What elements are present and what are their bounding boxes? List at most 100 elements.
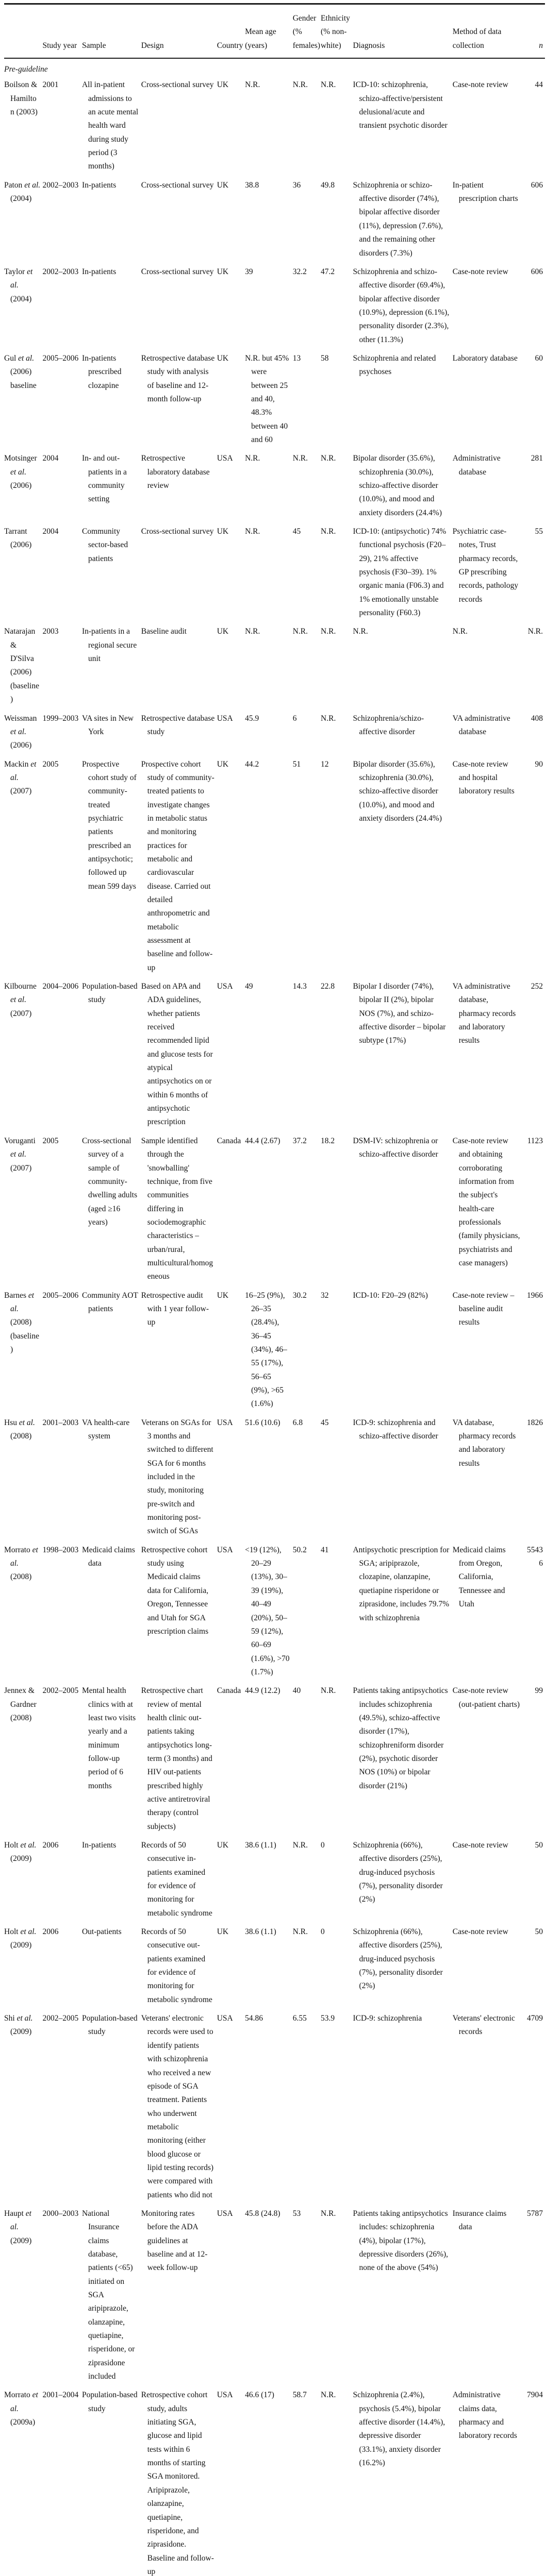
column-header-ethnicity: Ethnicity (% non-white) xyxy=(321,4,353,59)
cell-n: 1826 xyxy=(527,1418,543,1427)
cell-diagnosis: Schizophrenia and related psychoses xyxy=(353,353,436,377)
cell-method: Case-note review xyxy=(452,1927,508,1937)
cell-author: Morrato et al. (2008) xyxy=(4,1545,38,1582)
cell-diagnosis: Antipsychotic prescription for SGA; arip… xyxy=(353,1545,450,1622)
cell-gender: 14.3 xyxy=(292,982,307,991)
cell-design: Prospective cohort study of community-tr… xyxy=(141,759,214,972)
table-row: Paton et al. (2004) 2002–2003 In-patients C… xyxy=(4,178,545,264)
cell-sample: Mental health clinics with at least two … xyxy=(81,1686,136,1790)
cell-author: Holt et al. (2009) xyxy=(4,1927,37,1950)
cell-ethnicity: N.R. xyxy=(321,714,336,723)
cell-n: 55 xyxy=(535,527,543,536)
cell-age: 54.86 xyxy=(245,2014,263,2023)
cell-country: Canada xyxy=(217,1686,241,1696)
cell-method: VA database, pharmacy records and labora… xyxy=(452,1418,516,1468)
cell-design: Retrospective cohort study, adults initi… xyxy=(141,2391,214,2576)
cell-author: Weissman et al. (2006) xyxy=(4,714,37,750)
cell-sample: In- and out-patients in a community sett… xyxy=(81,454,127,504)
table-row: Hsu et al. (2008) 2001–2003 VA health-care… xyxy=(4,1415,545,1543)
table-row: Motsinger et al. (2006) 2004 In- and out-p… xyxy=(4,451,545,524)
table-row: Morrato et al. (2008) 1998–2003 Medicaid c… xyxy=(4,1543,545,1683)
cell-design: Cross-sectional survey xyxy=(141,527,214,536)
cell-country: USA xyxy=(217,714,233,723)
cell-sample: In-patients xyxy=(81,180,117,190)
cell-country: USA xyxy=(217,2209,233,2218)
cell-design: Cross-sectional survey xyxy=(141,80,214,90)
cell-n: 50 xyxy=(535,1841,543,1850)
cell-sample: National Insurance claims database, pati… xyxy=(81,2209,135,2381)
cell-sample: In-patients xyxy=(81,267,117,276)
cell-country: UK xyxy=(217,267,229,276)
cell-method: VA administrative database xyxy=(452,714,510,736)
cell-diagnosis: Bipolar disorder (35.6%), schizophrenia … xyxy=(353,454,442,517)
cell-year: 2005–2006 xyxy=(42,353,79,363)
cell-country: UK xyxy=(217,180,229,190)
cell-year: 2004 xyxy=(42,527,59,536)
cell-diagnosis: Bipolar I disorder (74%), bipolar II (2%… xyxy=(353,982,446,1045)
cell-design: Veterans on SGAs for 3 months and switch… xyxy=(141,1418,213,1536)
cell-age: 16–25 (9%), 26–35 (28.4%), 36–45 (34%), … xyxy=(245,1291,287,1409)
cell-sample: Community AOT patients xyxy=(81,1291,138,1313)
cell-author: Gul et al. (2006) baseline xyxy=(4,353,37,390)
cell-n: 408 xyxy=(531,714,543,723)
cell-sample: All in-patient admissions to an acute me… xyxy=(81,80,139,171)
cell-year: 2002–2003 xyxy=(42,267,79,276)
cell-gender: 37.2 xyxy=(292,1136,307,1145)
cell-n: 252 xyxy=(531,982,543,991)
cell-method: N.R. xyxy=(452,627,468,636)
cell-sample: In-patients in a regional secure unit xyxy=(81,627,137,664)
cell-n: 60 xyxy=(535,353,543,363)
cell-method: Case-note review and hospital laboratory… xyxy=(452,759,515,796)
cell-gender: N.R. xyxy=(292,627,308,636)
column-header-country: Country xyxy=(217,4,245,59)
study-characteristics-table: Study year Sample Design Country Mean age (y… xyxy=(4,3,545,2576)
cell-sample: In-patients prescribed clozapine xyxy=(81,353,122,390)
cell-author: Holt et al. (2009) xyxy=(4,1841,37,1863)
cell-year: 2000–2003 xyxy=(42,2209,79,2218)
cell-year: 2002–2005 xyxy=(42,2014,79,2023)
cell-country: UK xyxy=(217,80,229,90)
table-row: Jennex & Gardner (2008) 2002–2005 Mental h… xyxy=(4,1683,545,1838)
cell-author: Shi et al. (2009) xyxy=(4,2014,33,2037)
cell-author: Haupt et al. (2009) xyxy=(4,2209,32,2245)
cell-n: 606 xyxy=(531,180,543,190)
cell-gender: N.R. xyxy=(292,454,308,463)
cell-author: Boilson & Hamilton (2003) xyxy=(4,80,38,117)
cell-diagnosis: ICD-9: schizophrenia and schizo-affectiv… xyxy=(353,1418,438,1441)
cell-diagnosis: Schizophrenia/schizo-affective disorder xyxy=(353,714,424,736)
cell-ethnicity: 22.8 xyxy=(321,982,335,991)
table-row: Weissman et al. (2006) 1999–2003 VA sites … xyxy=(4,711,545,757)
cell-gender: 40 xyxy=(292,1686,301,1696)
cell-sample: Community sector-based patients xyxy=(81,527,128,563)
table-row: Mackin et al. (2007) 2005 Prospective coho… xyxy=(4,757,545,979)
table-row: Tarrant (2006) 2004 Community sector-based… xyxy=(4,524,545,624)
cell-ethnicity: 0 xyxy=(321,1927,325,1937)
cell-age: 44.9 (12.2) xyxy=(245,1686,280,1696)
cell-age: 39 xyxy=(245,267,253,276)
cell-method: Administrative database xyxy=(452,454,501,477)
cell-age: N.R. xyxy=(245,454,260,463)
cell-age: <19 (12%), 20–29 (13%), 30–39 (19%), 40–… xyxy=(245,1545,290,1676)
column-header-age: Mean age (years) xyxy=(245,4,293,59)
cell-design: Based on APA and ADA guidelines, whether… xyxy=(141,982,213,1127)
cell-country: USA xyxy=(217,2014,233,2023)
cell-age: 46.6 (17) xyxy=(245,2391,274,2400)
cell-n: 44 xyxy=(535,80,543,90)
cell-gender: 53 xyxy=(292,2209,301,2218)
cell-diagnosis: Schizophrenia (66%), affective disorders… xyxy=(353,1927,443,1991)
cell-gender: 36 xyxy=(292,180,301,190)
cell-age: N.R. but 45% were between 25 and 40, 48.… xyxy=(245,353,289,444)
cell-age: 51.6 (10.6) xyxy=(245,1418,280,1427)
cell-method: Case-note review xyxy=(452,1841,508,1850)
table-row: Barnes et al. (2008) (baseline) 2005–2006… xyxy=(4,1288,545,1415)
cell-country: USA xyxy=(217,1418,233,1427)
cell-design: Veterans' electronic records were used t… xyxy=(141,2014,214,2199)
cell-diagnosis: DSM-IV: schizophrenia or schizo-affectiv… xyxy=(353,1136,438,1159)
cell-design: Retrospective database study xyxy=(141,714,215,736)
cell-age: N.R. xyxy=(245,627,260,636)
cell-age: 44.4 (2.67) xyxy=(245,1136,280,1145)
header-row: Study year Sample Design Country Mean age (y… xyxy=(4,4,545,59)
cell-n: 7904 xyxy=(527,2391,543,2400)
cell-method: Case-note review and obtaining corrobora… xyxy=(452,1136,520,1267)
